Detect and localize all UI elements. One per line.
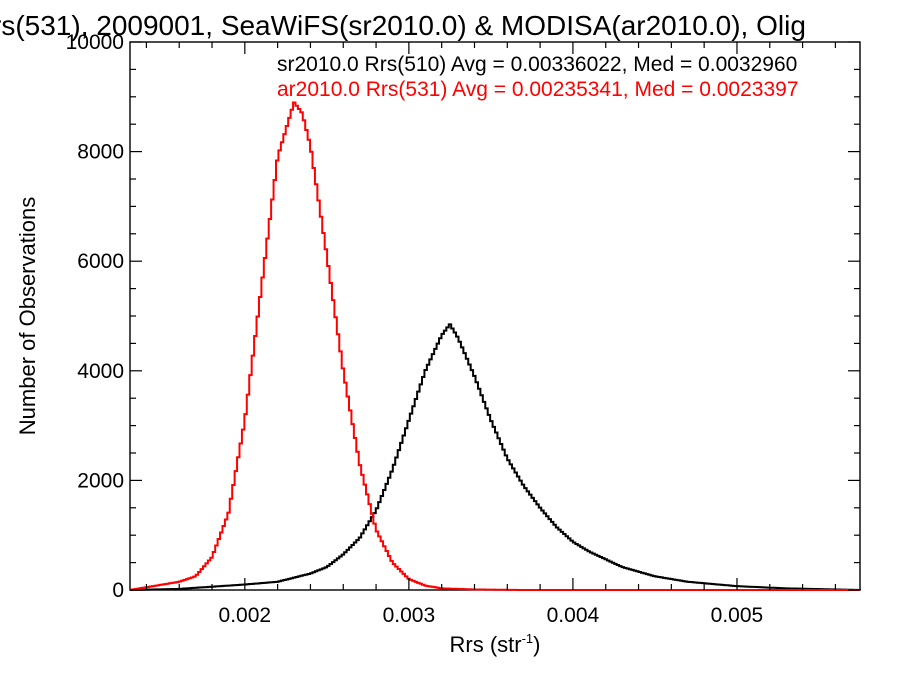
histogram-series-2 [130,101,860,591]
chart-title: rs(531), 2009001, SeaWiFS(sr2010.0) & MO… [0,10,806,41]
x-axis-label: Rrs (str-1) [450,631,541,657]
y-tick-label: 4000 [77,360,124,383]
y-axis-label: Number of Observations [15,197,40,435]
plot-area: 0.002 0.003 0.004 0.005 0 2000 4000 6000 8000 100… [66,31,861,627]
y-tick-label: 0 [112,579,124,602]
x-tick-label: 0.004 [547,604,600,627]
x-axis-label-main: Rrs (str [450,632,522,657]
x-axis-label-close: ) [533,632,540,657]
y-tick-label: 8000 [77,141,124,164]
y-tick-label: 2000 [77,469,124,492]
y-tick-label: 6000 [77,250,124,273]
y-tick-label: 10000 [66,31,124,54]
legend: sr2010.0 Rrs(510) Avg = 0.00336022, Med … [277,53,799,101]
legend-entry-2: ar2010.0 Rrs(531) Avg = 0.00235341, Med … [277,78,799,101]
x-axis-label-superscript: -1 [522,631,534,646]
plot-frame [129,41,861,591]
legend-entry-1: sr2010.0 Rrs(510) Avg = 0.00336022, Med … [277,53,797,76]
x-tick-label: 0.005 [711,604,764,627]
tick-labels-layer: 0.002 0.003 0.004 0.005 0 2000 4000 6000 8000 100… [66,31,764,627]
x-tick-label: 0.003 [383,604,436,627]
histogram-series-1 [130,323,861,591]
ticks-layer [130,41,860,591]
x-tick-label: 0.002 [219,604,272,627]
series-layer [130,101,861,591]
